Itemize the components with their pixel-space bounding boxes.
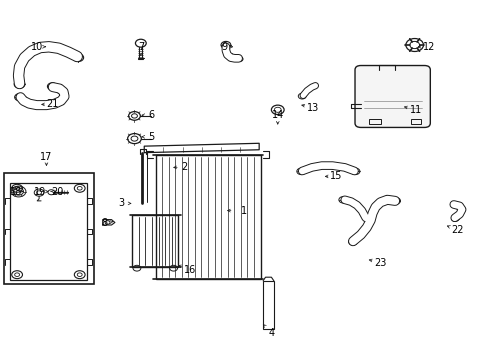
Text: 20: 20 [51,186,64,197]
Text: 4: 4 [268,328,274,338]
Text: 12: 12 [422,42,435,52]
Text: 5: 5 [148,132,154,142]
Text: 14: 14 [271,110,284,120]
Text: 8: 8 [101,218,107,228]
Text: 19: 19 [34,186,46,197]
Text: 22: 22 [450,225,463,235]
Text: 18: 18 [9,186,22,197]
Text: 3: 3 [118,198,124,208]
Bar [155,155,260,279]
Text: 13: 13 [306,103,319,113]
Bar [410,119,420,124]
Bar [368,119,381,124]
Text: 11: 11 [408,105,421,115]
Text: 6: 6 [148,110,154,120]
Text: 21: 21 [46,99,59,109]
Text: 15: 15 [329,171,342,181]
Bar [132,215,178,267]
Text: 10: 10 [30,42,43,52]
Text: 2: 2 [182,162,187,172]
Bar [10,183,87,280]
Bar [4,173,94,284]
FancyBboxPatch shape [354,66,429,127]
Text: 23: 23 [373,258,386,268]
Text: 17: 17 [40,152,53,162]
Text: 7: 7 [138,42,143,52]
Text: 9: 9 [221,42,226,52]
Bar [263,281,273,329]
Text: 16: 16 [183,265,196,275]
Text: 1: 1 [240,206,246,216]
